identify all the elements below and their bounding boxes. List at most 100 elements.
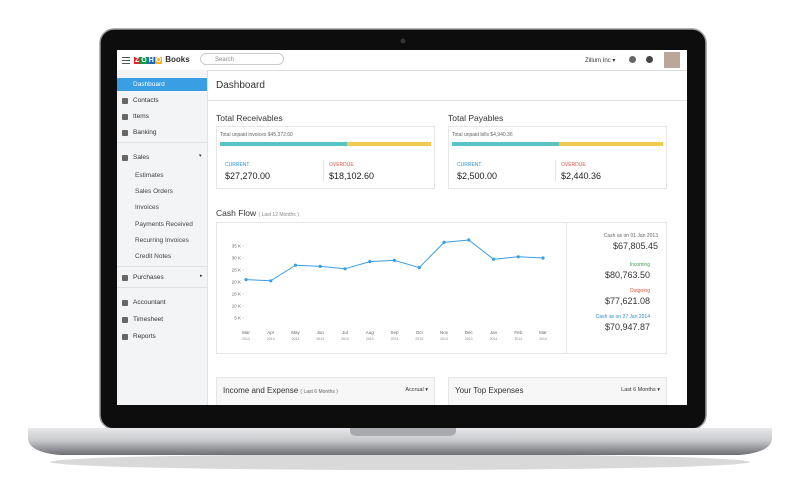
basis: Accrual (405, 387, 424, 393)
nav-item[interactable]: Banking (133, 129, 157, 136)
x-tick-label: 2013 (366, 337, 374, 341)
nav-subitem[interactable]: Recurring Invoices (135, 237, 189, 244)
menu-button[interactable] (122, 57, 130, 58)
period-dropdown[interactable]: Last 6 Months ▾ (621, 387, 660, 393)
nav-item[interactable]: Accountant (133, 299, 166, 306)
nav-subitem[interactable]: Payments Received (135, 221, 193, 228)
help-icon[interactable] (646, 56, 653, 63)
nav-item[interactable]: Contacts (133, 97, 159, 104)
nav-subitem[interactable]: Sales Orders (135, 188, 173, 195)
current-bar (220, 142, 347, 146)
data-point (541, 256, 545, 260)
basis-dropdown[interactable]: Accrual ▾ (405, 387, 428, 393)
x-tick-label: Nov (440, 330, 449, 335)
overdue-amount[interactable]: $18,102.60 (329, 171, 375, 181)
product-name: Books (165, 55, 190, 64)
x-tick-label: 2014 (539, 337, 547, 341)
nav-item[interactable]: Reports (133, 333, 156, 340)
x-tick-label: Aug (366, 330, 375, 335)
avatar[interactable] (664, 52, 680, 68)
summary-label: Cash as on 27 Jan 2014 (595, 314, 650, 320)
settings-icon[interactable] (629, 56, 636, 63)
data-point (244, 278, 248, 282)
x-tick-label: Mar (539, 330, 547, 335)
logo-letter: H (147, 57, 155, 64)
nav-subitem[interactable]: Estimates (135, 172, 164, 179)
overdue-bar (346, 142, 431, 146)
payables-card: Total unpaid bills $4,940.36 CURRENT $2,… (448, 126, 667, 189)
x-tick-label: Jan (490, 330, 498, 335)
x-tick-label: 2013 (316, 337, 324, 341)
x-tick-label: Sep (390, 330, 399, 335)
x-tick-label: Oct (416, 330, 424, 335)
section-title: Your Top Expenses (455, 386, 524, 395)
y-tick-label: 35 K (232, 244, 241, 249)
period: Last 6 Months (621, 387, 656, 393)
current-label: CURRENT (457, 162, 482, 168)
sidebar: Dashboard Contacts Items Banking Sales ▾ … (117, 70, 208, 405)
search-placeholder: Search (215, 57, 235, 63)
nav-item[interactable]: Timesheet (133, 316, 164, 323)
x-tick-label: 2013 (415, 337, 423, 341)
summary-label: Incoming (629, 262, 650, 268)
nav-item[interactable]: Dashboard (133, 81, 165, 88)
x-tick-label: Jul (342, 330, 348, 335)
x-tick-label: Dec (465, 330, 474, 335)
x-tick-label: Apr (267, 330, 275, 335)
data-point (343, 267, 347, 271)
x-tick-label: 2014 (490, 337, 498, 341)
y-tick-label: 10 K (232, 304, 241, 309)
nav-subitem[interactable]: Invoices (135, 204, 159, 211)
x-tick-label: Feb (514, 330, 522, 335)
data-point (442, 240, 446, 244)
x-tick-label: 2014 (514, 337, 522, 341)
section-subtitle: ( Last 6 Months ) (300, 389, 338, 395)
x-tick-label: 2013 (242, 337, 250, 341)
data-point (467, 238, 471, 242)
org-name: Zillum Inc (585, 58, 611, 64)
current-amount: $27,270.00 (225, 171, 271, 181)
cash-flow-chart: 5 K 10 K 15 K 20 K 25 K 30 K 35 K Mar 2013 Apr 201… (232, 238, 547, 341)
data-point (368, 260, 372, 264)
data-point (269, 279, 273, 283)
receivables-card: Total unpaid invoices $45,372.60 CURRENT… (216, 126, 435, 189)
nav-item[interactable]: Purchases (133, 274, 164, 281)
data-point (491, 257, 496, 261)
total-text: Total unpaid invoices $45,372.60 (220, 132, 293, 138)
x-tick-label: 2013 (391, 337, 399, 341)
overdue-amount[interactable]: $2,440.36 (561, 171, 602, 181)
summary-amount: $77,621.08 (604, 296, 650, 306)
overdue-bar (558, 142, 663, 146)
y-tick-label: 15 K (232, 292, 241, 297)
nav-item[interactable]: Sales (133, 154, 150, 161)
summary-amount: $70,947.87 (604, 322, 650, 332)
overdue-label: OVERDUE (561, 162, 586, 168)
x-tick-label: May (291, 330, 300, 335)
section-title: Total Receivables (216, 113, 283, 123)
nav-subitem[interactable]: Credit Notes (135, 253, 172, 260)
x-tick-label: 2013 (440, 337, 448, 341)
total-text: Total unpaid bills $4,940.36 (452, 132, 513, 138)
data-point (392, 258, 397, 262)
org-switch[interactable]: Zillum Inc ▾ (585, 58, 616, 64)
section-subtitle: ( Last 12 Months ) (258, 212, 299, 218)
x-tick-label: 2013 (465, 337, 473, 341)
x-tick-label: 2013 (292, 337, 300, 341)
y-tick-label: 20 K (232, 280, 241, 285)
active-row (117, 78, 207, 91)
data-point (318, 264, 322, 268)
x-tick-label: 2013 (267, 337, 275, 341)
current-bar (452, 142, 559, 146)
nav-item[interactable]: Items (133, 113, 149, 120)
summary-amount: $80,763.50 (604, 270, 650, 280)
y-tick-label: 25 K (232, 268, 241, 273)
x-tick-label: Jun (317, 330, 325, 335)
logo-letter: Z (134, 57, 141, 64)
x-tick-label: Mar (242, 330, 250, 335)
page-title: Dashboard (216, 80, 265, 91)
search-box[interactable]: Search (200, 53, 284, 65)
cash-flow-card: 5 K 10 K 15 K 20 K 25 K 30 K 35 K Mar 2013 Apr 201… (216, 222, 667, 354)
